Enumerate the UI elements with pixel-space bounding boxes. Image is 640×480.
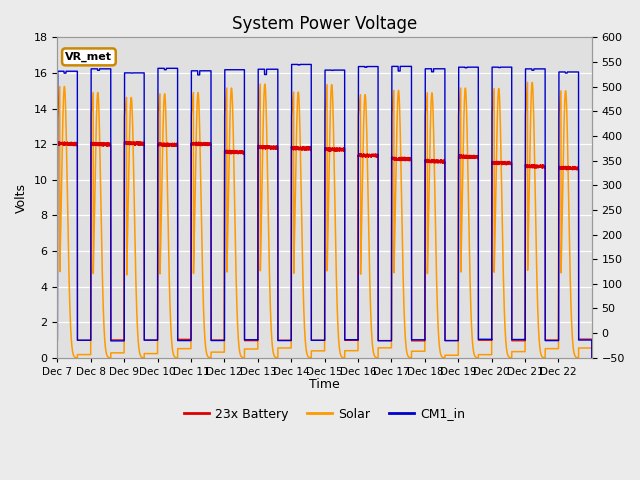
Title: System Power Voltage: System Power Voltage	[232, 15, 417, 33]
Y-axis label: Volts: Volts	[15, 182, 28, 213]
Text: VR_met: VR_met	[65, 52, 113, 62]
Legend: 23x Battery, Solar, CM1_in: 23x Battery, Solar, CM1_in	[179, 403, 470, 425]
X-axis label: Time: Time	[309, 378, 340, 391]
